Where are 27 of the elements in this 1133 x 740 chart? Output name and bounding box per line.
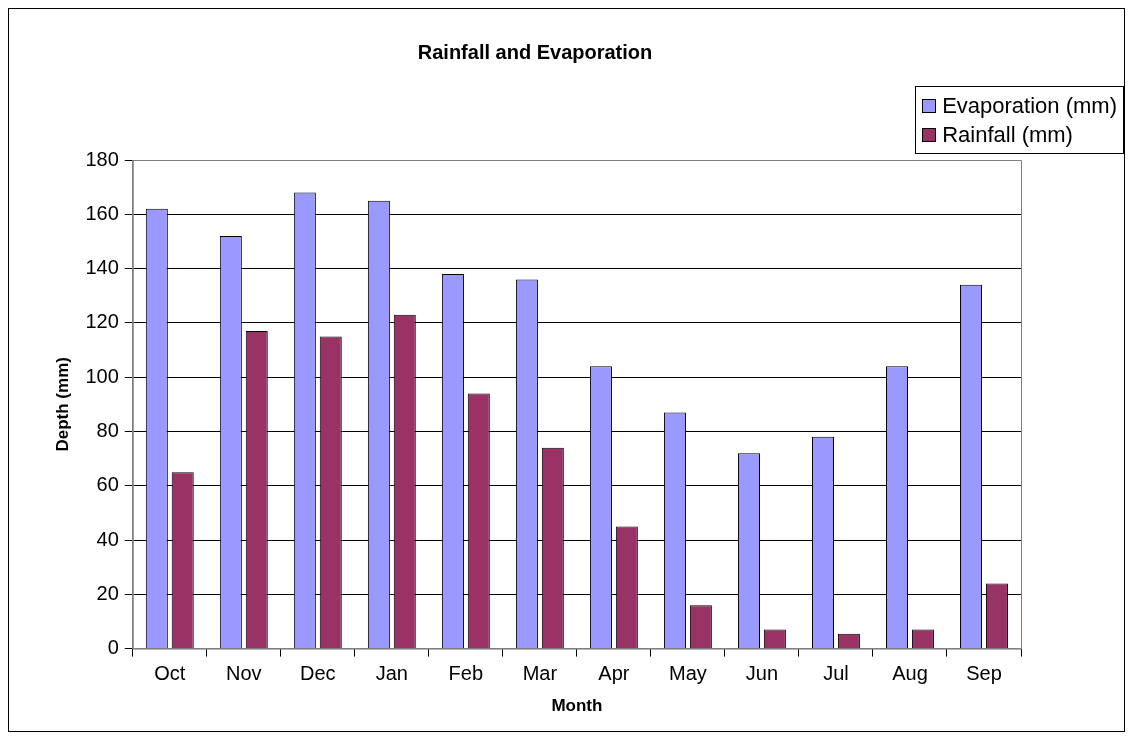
x-tick-label: Oct: [154, 662, 186, 685]
y-axis-title: Depth (mm): [52, 357, 72, 452]
x-tick-label: May: [669, 662, 707, 685]
y-tick-label: 160: [85, 201, 119, 224]
y-tick-label: 20: [96, 581, 119, 604]
y-tick-label: 100: [85, 364, 119, 387]
y-tick-label: 180: [85, 147, 119, 170]
x-tick-label: Aug: [892, 662, 928, 685]
x-tick-label: Mar: [522, 662, 558, 685]
y-tick-label: 140: [85, 256, 119, 279]
y-tick-label: 60: [96, 473, 119, 496]
x-tick-label: Jun: [745, 662, 779, 685]
y-tick-label: 0: [107, 636, 119, 659]
x-tick-label: Feb: [448, 662, 484, 685]
x-tick-label: Dec: [300, 662, 336, 685]
y-tick-label: 40: [96, 527, 119, 550]
y-tick-label: 80: [96, 418, 119, 441]
x-tick-label: Jul: [823, 662, 849, 685]
x-tick-label: Jan: [375, 662, 408, 685]
chart-title: Rainfall and Evaporation: [417, 40, 653, 63]
legend-label: Evaporation (mm): [942, 92, 1117, 120]
legend-label: Rainfall (mm): [942, 121, 1073, 149]
y-tick-label: 120: [85, 310, 119, 333]
x-tick-label: Apr: [598, 662, 630, 685]
x-axis-title: Month: [551, 696, 603, 716]
x-tick-label: Sep: [966, 662, 1002, 685]
x-tick-label: Nov: [226, 662, 262, 685]
